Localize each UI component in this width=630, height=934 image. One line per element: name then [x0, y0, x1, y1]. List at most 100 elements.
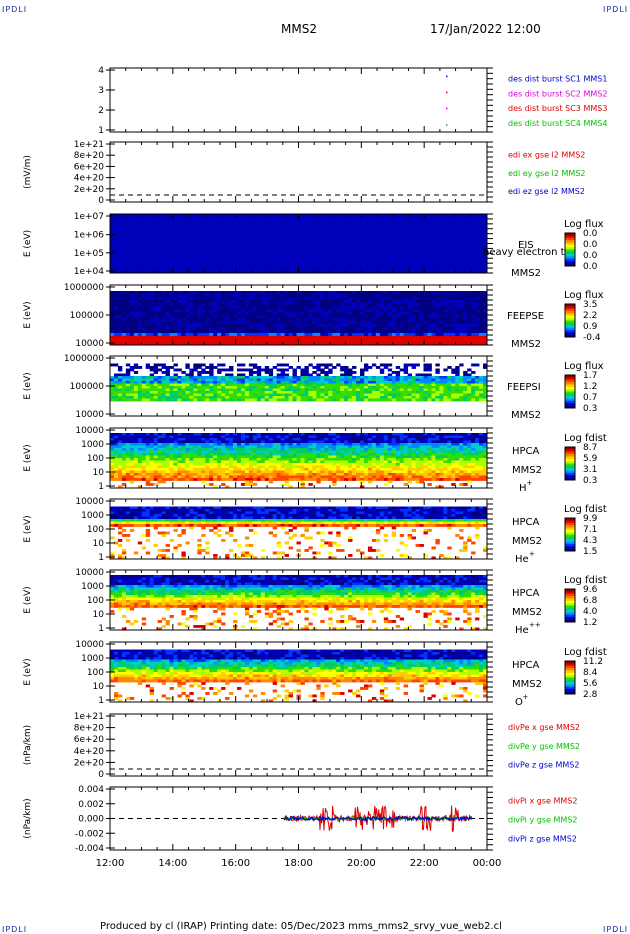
spectrogram-cell [244, 376, 250, 379]
spectrogram-cell [312, 386, 317, 389]
spectrogram-cell [475, 381, 480, 384]
spectrogram-cell [185, 243, 191, 248]
spectrogram-cell [379, 333, 385, 337]
spectrogram-cell [181, 386, 186, 389]
spectrogram-cell [421, 269, 427, 274]
spectrogram-cell [467, 330, 472, 334]
spectrogram-cell [439, 294, 444, 298]
spectrogram-cell [472, 217, 478, 222]
spectrogram-cell [391, 318, 397, 322]
spectrogram-cell [161, 300, 166, 304]
spectrogram-cell [161, 381, 166, 384]
spectrogram-cell [268, 383, 274, 387]
spectrogram-cell [479, 339, 484, 343]
spectrogram-cell [180, 221, 186, 226]
spectrogram-cell [209, 388, 214, 392]
spectrogram-cell [296, 300, 301, 304]
spectrogram-cell [145, 388, 151, 392]
spectrogram-cell [308, 342, 313, 346]
spectrogram-cell [165, 368, 170, 372]
spectrogram-cell [391, 388, 397, 392]
spectrogram-cell [300, 300, 305, 304]
spectrogram-cell [114, 261, 120, 267]
spectrogram-cell [320, 333, 325, 337]
spectrogram-cell [483, 363, 488, 367]
spectrogram-cell [395, 321, 401, 325]
spectrogram-cell [304, 336, 309, 340]
spectrogram-cell [483, 306, 488, 310]
spectrogram-cell [459, 300, 464, 304]
spectrogram-cell [221, 315, 226, 319]
spectrogram-cell [213, 250, 219, 255]
spectrogram-cell [383, 269, 389, 274]
spectrogram-cell [367, 342, 373, 346]
spectrogram-cell [113, 396, 119, 399]
colorbar-segment [565, 306, 575, 310]
spectrogram-cell [279, 236, 285, 241]
spectrogram-cell [383, 398, 389, 402]
spectrogram-cell [451, 433, 456, 436]
spectrogram-cell [425, 250, 431, 255]
spectrogram-cell [459, 363, 464, 367]
colorbar-segment [565, 247, 575, 250]
spectrogram-cell [395, 300, 401, 304]
spectrogram-cell [454, 239, 460, 244]
spectrogram-cell [225, 373, 230, 377]
spectrogram-cell [292, 388, 297, 392]
spectrogram-cell [128, 258, 134, 263]
spectrogram-cell [133, 330, 139, 334]
spectrogram-cell [201, 336, 206, 340]
spectrogram-cell [113, 438, 119, 441]
spectrogram-cell [113, 294, 119, 298]
spectrogram-cell [472, 243, 478, 248]
spectrogram-cell [471, 438, 476, 441]
spectrogram-cell [161, 294, 166, 298]
spectrogram-cell [308, 433, 313, 436]
spectrogram-cell [399, 386, 405, 389]
spectrogram-cell [288, 339, 293, 343]
spectrogram-cell [322, 236, 328, 241]
y-tick-label-4-0: 1000000 [64, 354, 104, 364]
spectrogram-cell [110, 381, 115, 384]
spectrogram-cell [248, 294, 254, 298]
spectrogram-cell [392, 232, 398, 237]
spectrogram-cell [320, 330, 325, 334]
spectrogram-cell [248, 368, 254, 372]
spectrogram-cell [260, 315, 266, 319]
spectrogram-cell [482, 265, 488, 270]
spectrogram-cell [324, 371, 329, 374]
spectrogram-cell [264, 381, 270, 384]
spectrogram-cell [213, 376, 218, 379]
spectrogram-cell [419, 306, 424, 310]
spectrogram-cell [161, 383, 166, 387]
spectrogram-cell [425, 258, 431, 263]
spectrogram-cell [316, 327, 321, 331]
spectrogram-cell [205, 333, 210, 337]
spectrogram-cell [142, 247, 149, 252]
spectrogram-cell [153, 291, 159, 295]
spectrogram-cell [252, 396, 258, 399]
spectrogram-cell [324, 373, 329, 377]
spectrogram-cell [121, 318, 127, 322]
spectrogram-cell [427, 327, 432, 331]
spectrogram-cell [421, 250, 427, 255]
spectrogram-cell [125, 368, 131, 372]
spectrogram-cell [274, 243, 281, 248]
spectrogram-cell [233, 324, 238, 328]
spectrogram-cell [336, 232, 342, 237]
spectrogram-cell [217, 327, 222, 331]
spectrogram-cell [459, 388, 464, 392]
spectrogram-cell [288, 391, 293, 394]
spectrogram-cell [217, 376, 222, 379]
spectrogram-cell [375, 327, 381, 331]
spectrogram-cell [280, 440, 286, 444]
spectrogram-cell [147, 269, 153, 274]
colorbar-tick-2-1: 0.0 [583, 240, 598, 250]
spectrogram-cell [171, 265, 177, 270]
spectrogram-cell [312, 250, 318, 255]
x-tick-label-1: 14:00 [158, 858, 187, 869]
spectrogram-cell [383, 261, 389, 267]
spectrogram-cell [284, 383, 289, 387]
spectrogram-cell [161, 309, 166, 313]
spectrogram-cell [298, 261, 304, 267]
